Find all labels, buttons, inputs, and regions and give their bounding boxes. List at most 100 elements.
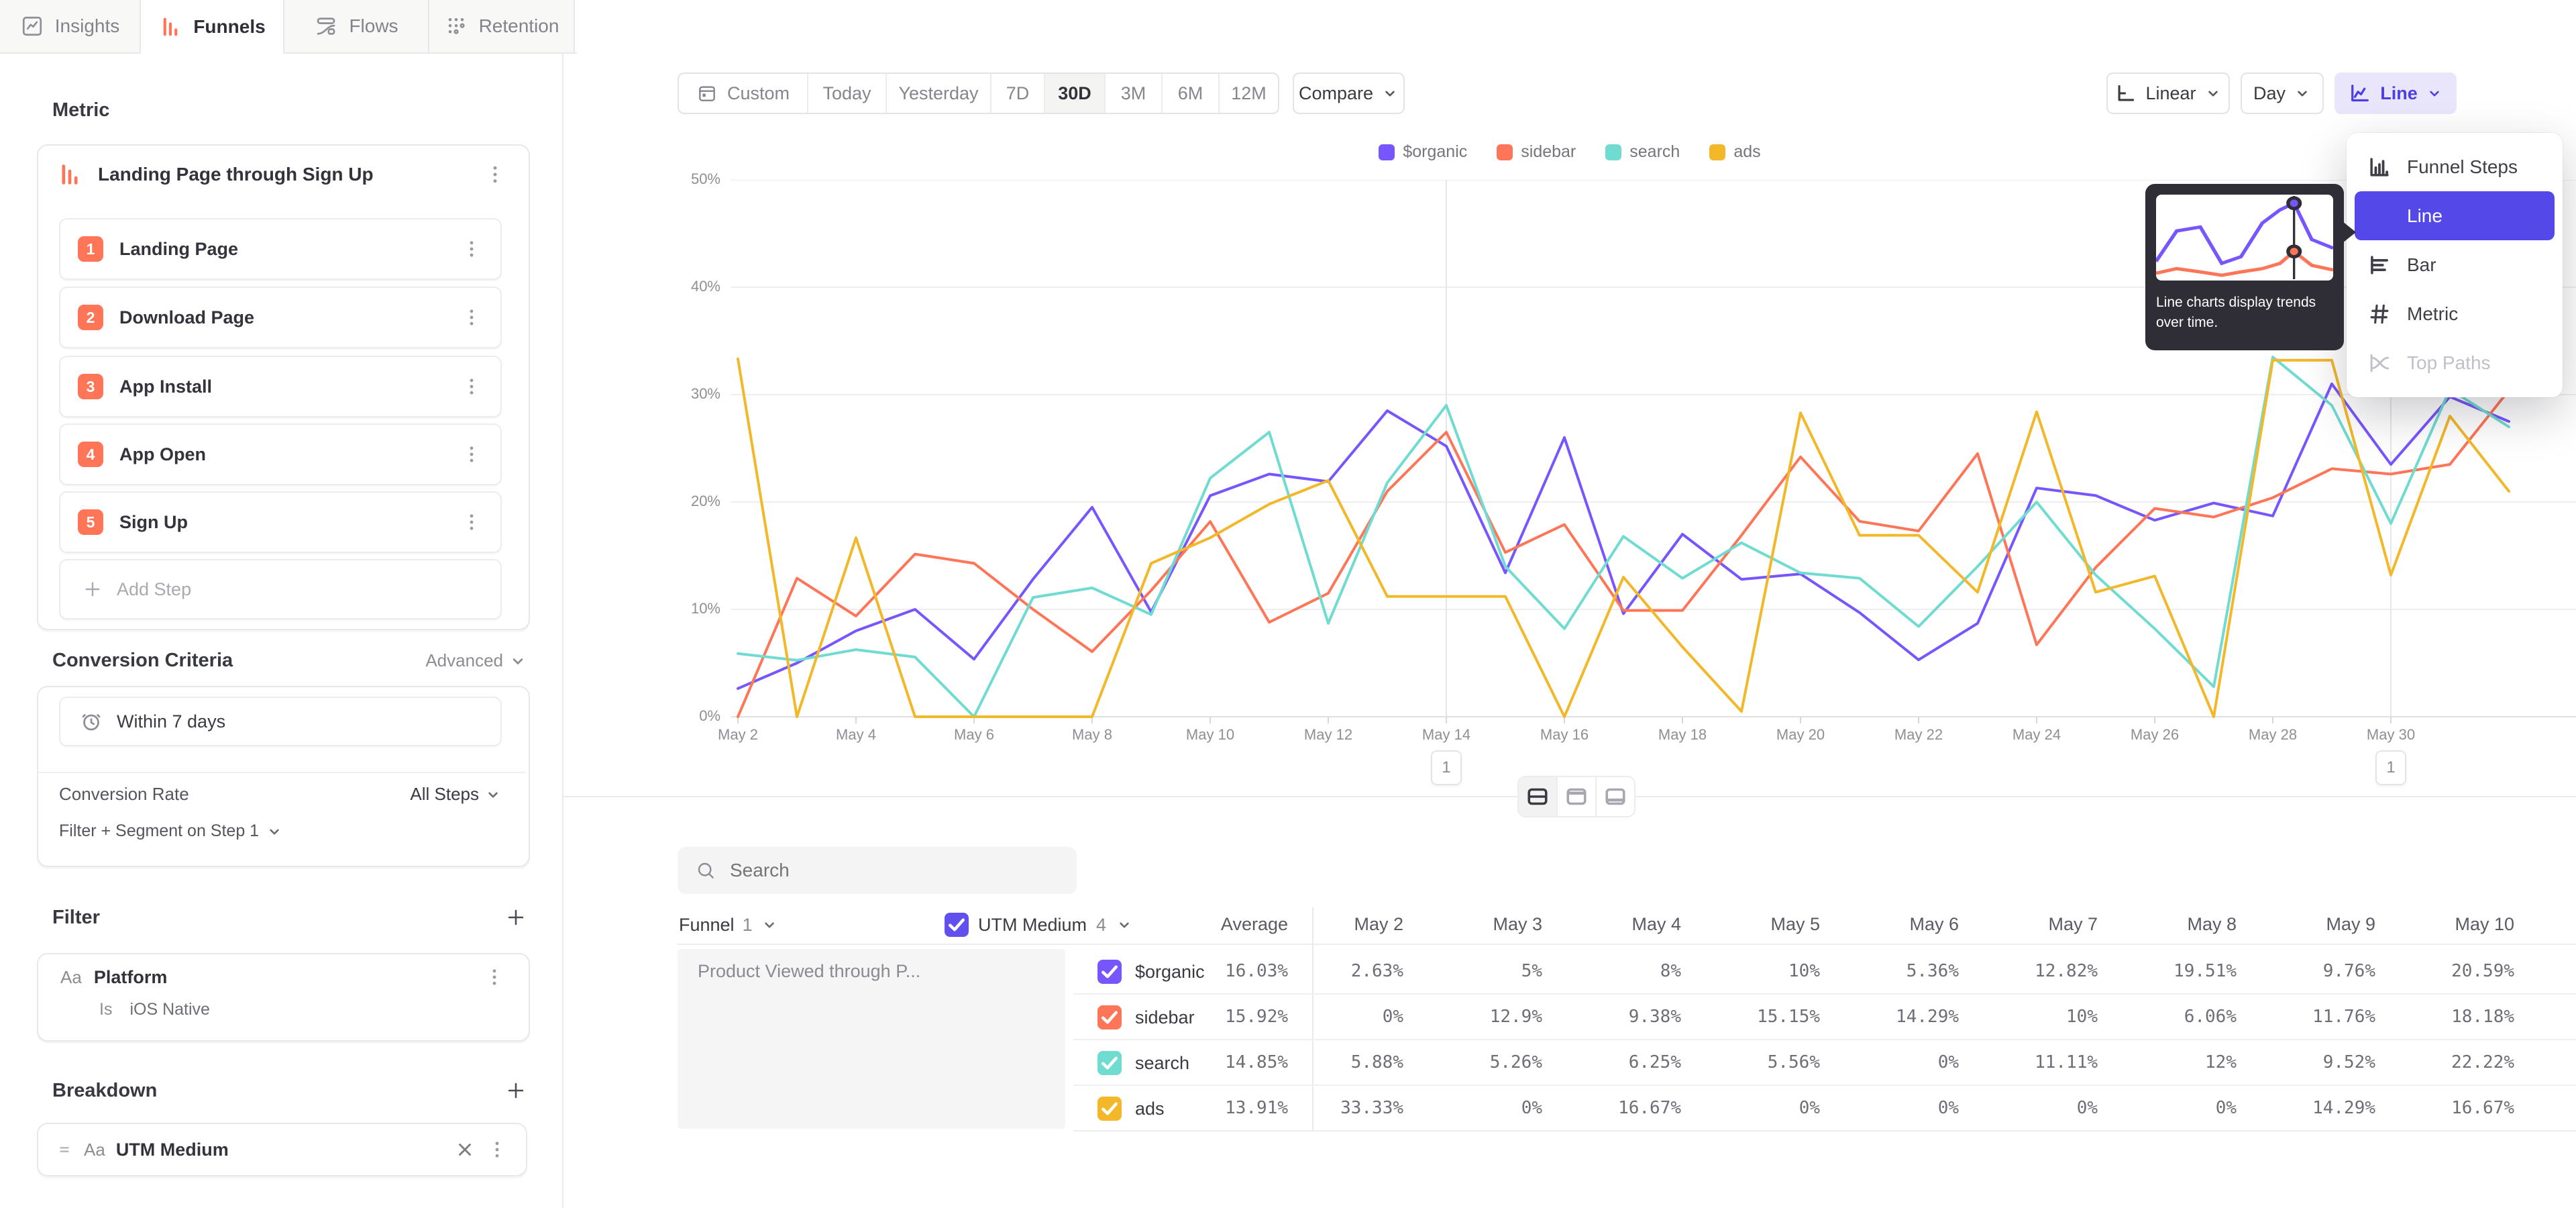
scale-dropdown[interactable]: Linear	[2106, 72, 2230, 114]
conversion-window-button[interactable]: Within 7 days	[59, 697, 502, 746]
column-header-may-2[interactable]: May 2	[1354, 914, 1403, 934]
menu-item-bar[interactable]: Bar	[2355, 240, 2555, 289]
column-header-may-5[interactable]: May 5	[1770, 914, 1820, 934]
legend-item-search[interactable]: search	[1605, 142, 1680, 162]
menu-item-metric[interactable]: Metric	[2355, 289, 2555, 338]
menu-item-label: Funnel Steps	[2407, 156, 2518, 177]
kebab-icon[interactable]	[460, 375, 483, 398]
column-header-may-8[interactable]: May 8	[2187, 914, 2237, 934]
add-step-button[interactable]: Add Step	[59, 559, 502, 619]
funnel-step-1[interactable]: 1 Landing Page	[59, 218, 502, 280]
table-search[interactable]	[678, 847, 1077, 894]
column-header-average[interactable]: Average	[1220, 914, 1288, 934]
conversion-rate-label: Conversion Rate	[59, 784, 189, 804]
add-breakdown-button[interactable]	[504, 1079, 527, 1102]
checkbox-checked[interactable]	[945, 913, 969, 937]
tab-funnels[interactable]: Funnels	[141, 0, 284, 54]
compare-button[interactable]: Compare	[1293, 72, 1405, 114]
breakdown-card[interactable]: Aa UTM Medium	[37, 1123, 527, 1176]
range-label: Yesterday	[898, 83, 979, 103]
table-group-cell: Product Viewed through P...	[678, 949, 1065, 1129]
checkbox-checked[interactable]	[1097, 1097, 1122, 1121]
kebab-icon[interactable]	[460, 238, 483, 260]
filter-card[interactable]	[37, 953, 530, 1042]
value-cell: 8%	[1660, 961, 1681, 981]
checkbox-checked[interactable]	[1097, 1005, 1122, 1029]
tab-insights[interactable]: Insights	[0, 0, 141, 52]
range-12m[interactable]: 12M	[1220, 74, 1278, 113]
funnel-step-5[interactable]: 5 Sign Up	[59, 491, 502, 553]
funnel-step-2[interactable]: 2 Download Page	[59, 287, 502, 348]
split-view-button[interactable]	[1519, 777, 1558, 816]
add-filter-button[interactable]	[504, 906, 527, 929]
kebab-icon[interactable]	[486, 1138, 508, 1161]
column-header-may-10[interactable]: May 10	[2455, 914, 2514, 934]
value-cell: 16.67%	[1618, 1098, 1681, 1118]
range-7d[interactable]: 7D	[991, 74, 1045, 113]
kebab-icon[interactable]	[460, 511, 483, 534]
tab-retention[interactable]: Retention	[429, 0, 575, 52]
column-header-may-7[interactable]: May 7	[2048, 914, 2098, 934]
kebab-icon[interactable]	[483, 966, 506, 989]
x-tick-label: May 14	[1421, 726, 1471, 743]
conversion-rate-dropdown[interactable]: All Steps	[410, 784, 502, 805]
advanced-dropdown[interactable]: Advanced	[425, 650, 527, 671]
metric-title-row[interactable]: Landing Page through Sign Up	[56, 156, 507, 193]
line-chart[interactable]	[731, 179, 2576, 723]
range-30d[interactable]: 30D	[1045, 74, 1106, 113]
tooltip-text: Line charts display trends over time.	[2156, 295, 2316, 330]
column-header-may-4[interactable]: May 4	[1631, 914, 1681, 934]
table-only-view-button[interactable]	[1597, 777, 1634, 816]
annotation-badge[interactable]: 1	[2375, 750, 2406, 785]
range-3m[interactable]: 3M	[1106, 74, 1163, 113]
granularity-dropdown[interactable]: Day	[2241, 72, 2324, 114]
legend-item-sidebar[interactable]: sidebar	[1497, 142, 1576, 162]
flows-icon	[314, 14, 338, 38]
y-tick-label: 10%	[690, 600, 720, 617]
conversion-criteria-header-row: Conversion Criteria Advanced	[52, 650, 527, 672]
breakdown-header: Breakdown	[52, 1079, 158, 1101]
column-header-may-9[interactable]: May 9	[2326, 914, 2375, 934]
annotation-badge[interactable]: 1	[1431, 750, 1462, 785]
funnel-step-3[interactable]: 3 App Install	[59, 356, 502, 417]
range-label: 30D	[1058, 83, 1091, 103]
menu-item-funnel-steps[interactable]: Funnel Steps	[2355, 142, 2555, 191]
breakdown-column-header[interactable]: UTM Medium 4	[945, 907, 1133, 942]
column-header-may-3[interactable]: May 3	[1493, 914, 1542, 934]
legend-item-ads[interactable]: ads	[1709, 142, 1761, 162]
value-cell: 16.67%	[2451, 1098, 2514, 1118]
table-row-sidebar: sidebar	[1073, 995, 2576, 1040]
row-series-cell[interactable]: sidebar	[1097, 1005, 1195, 1029]
menu-item-label: Bar	[2407, 254, 2436, 275]
range-6m[interactable]: 6M	[1163, 74, 1220, 113]
tab-label: Funnels	[193, 16, 266, 37]
chart-type-dropdown[interactable]: Line	[2334, 72, 2457, 114]
range-yesterday[interactable]: Yesterday	[887, 74, 991, 113]
search-input[interactable]	[729, 859, 1053, 882]
range-custom[interactable]: Custom	[679, 74, 808, 113]
checkbox-checked[interactable]	[1097, 960, 1122, 984]
chart-only-view-button[interactable]	[1558, 777, 1597, 816]
row-series-cell[interactable]: ads	[1097, 1097, 1165, 1121]
table-row-search: search	[1073, 1040, 2576, 1086]
tab-flows[interactable]: Flows	[284, 0, 429, 52]
filter-segment-dropdown[interactable]: Filter + Segment on Step 1	[59, 821, 283, 841]
funnel-step-4[interactable]: 4 App Open	[59, 423, 502, 485]
menu-item-line[interactable]: Line	[2355, 191, 2555, 240]
column-header-may-6[interactable]: May 6	[1909, 914, 1959, 934]
row-series-cell[interactable]: search	[1097, 1051, 1189, 1075]
funnel-column-header[interactable]: Funnel 1	[679, 907, 778, 942]
filter-condition-row[interactable]: Is iOS Native	[99, 1000, 210, 1019]
range-today[interactable]: Today	[808, 74, 887, 113]
kebab-icon[interactable]	[460, 306, 483, 329]
legend-item-organic[interactable]: $organic	[1379, 142, 1467, 162]
drag-handle-icon[interactable]	[56, 1141, 73, 1158]
kebab-icon[interactable]	[460, 443, 483, 466]
close-icon[interactable]	[455, 1140, 475, 1160]
range-label: 6M	[1177, 83, 1203, 103]
row-series-cell[interactable]: $organic	[1097, 960, 1205, 984]
legend-label: search	[1629, 142, 1680, 161]
checkbox-checked[interactable]	[1097, 1051, 1122, 1075]
value-cell: 10%	[2066, 1007, 2098, 1027]
kebab-icon[interactable]	[483, 162, 507, 187]
